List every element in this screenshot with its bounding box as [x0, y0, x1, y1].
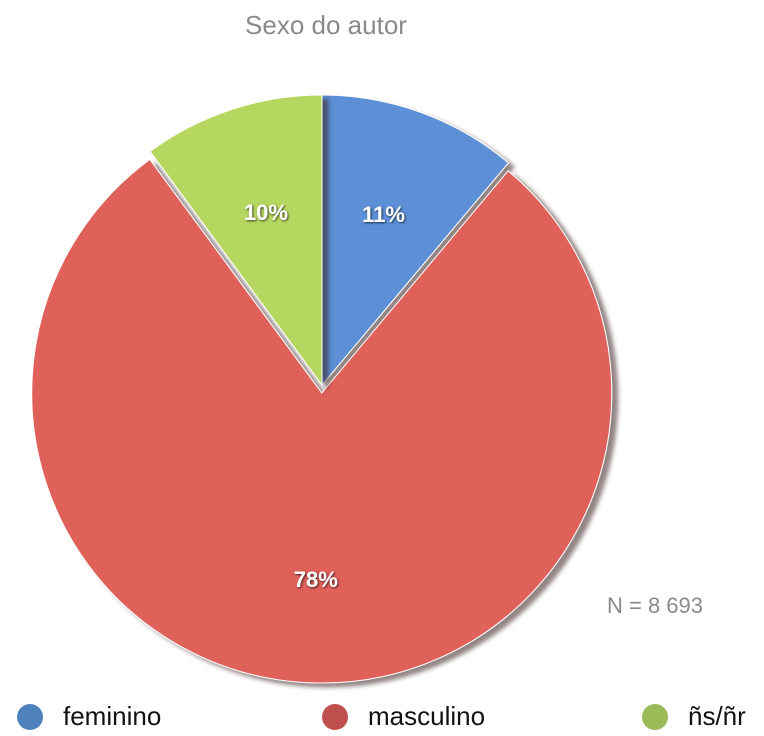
legend-label: feminino [63, 701, 161, 731]
data-label: 78% [294, 567, 338, 592]
legend-marker [642, 704, 668, 730]
legend: feminino masculino ñs/ñr [17, 701, 746, 731]
data-label: 10% [244, 200, 288, 225]
legend-marker [17, 704, 43, 730]
legend-marker [322, 704, 348, 730]
data-label: 11% [362, 202, 405, 227]
pie-slice [321, 94, 510, 387]
legend-label: ñs/ñr [688, 701, 746, 731]
pie-slice [149, 94, 323, 387]
pie: 11% 78% 10% [31, 94, 613, 684]
chart-title: Sexo do autor [245, 10, 407, 40]
annotation: N = 8 693 [607, 593, 703, 618]
pie-slice [31, 158, 613, 684]
legend-label: masculino [368, 701, 485, 731]
